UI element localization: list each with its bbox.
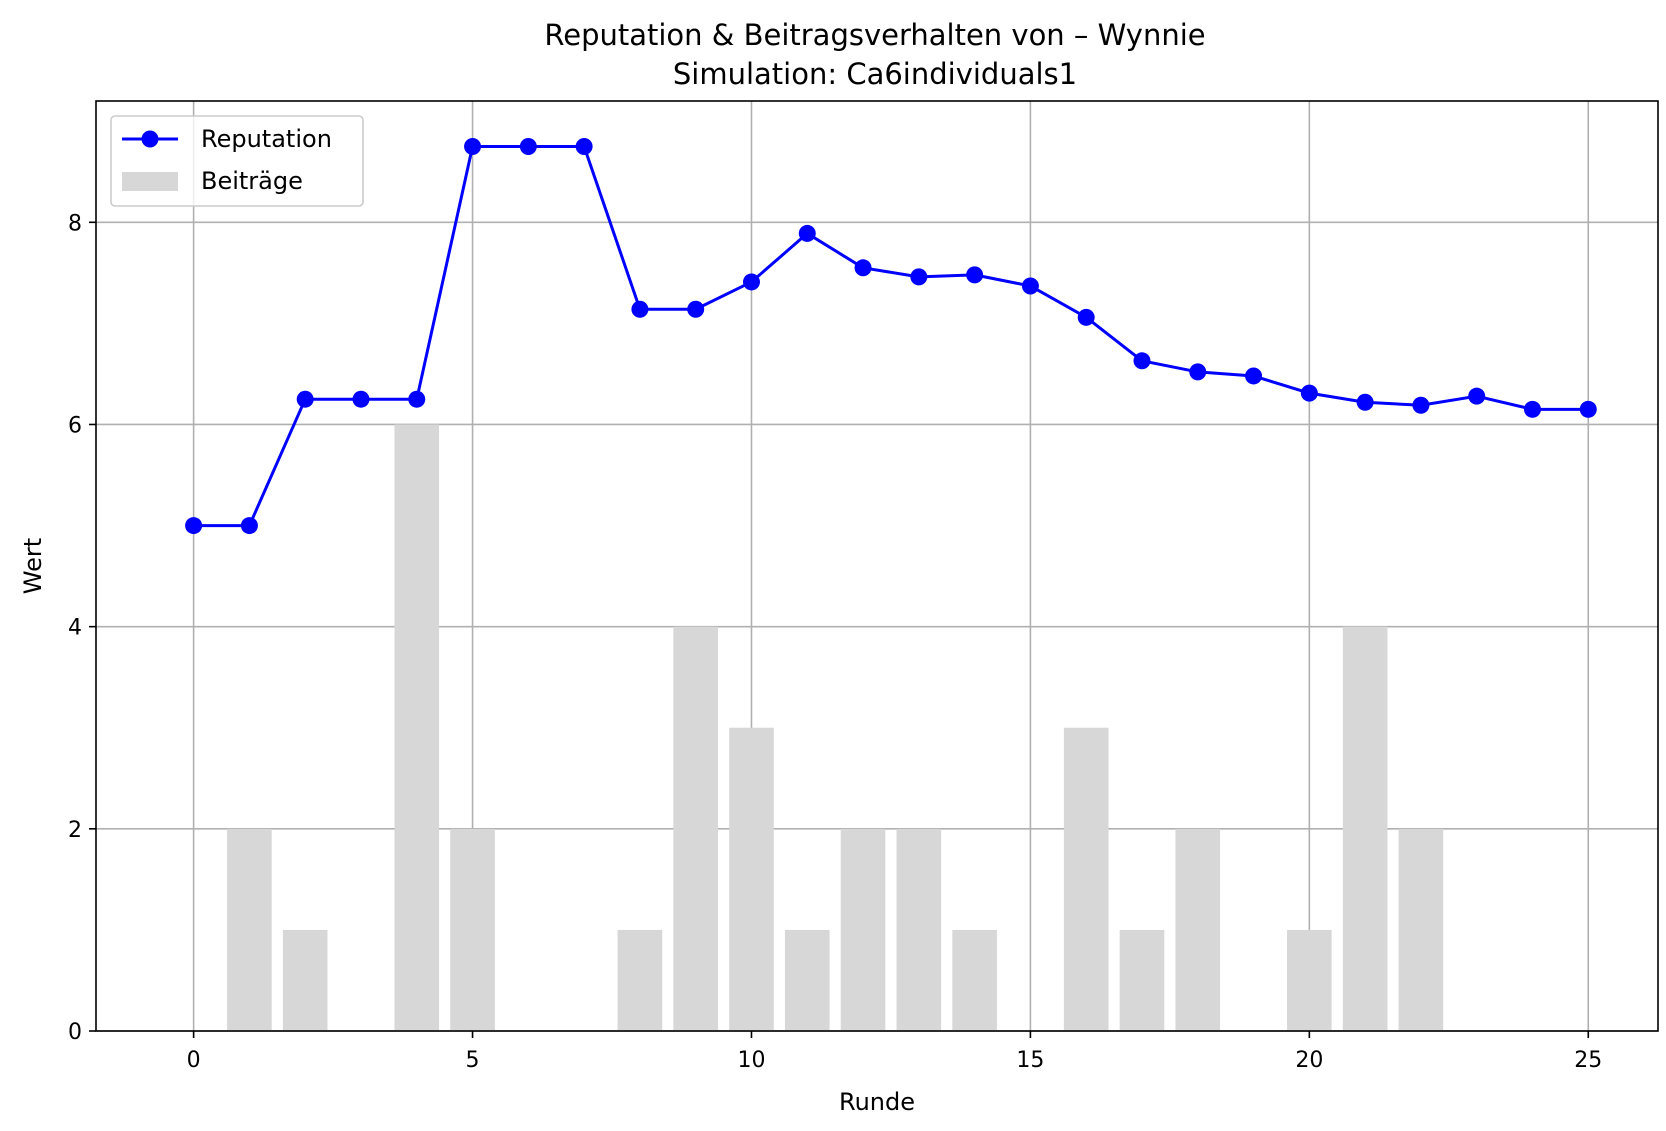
contribution-bar [1287, 929, 1332, 1031]
reputation-point [1468, 387, 1486, 405]
reputation-point [296, 390, 314, 408]
contribution-bar [1063, 727, 1109, 1031]
contribution-bar [1398, 828, 1444, 1031]
reputation-point [1356, 393, 1374, 411]
reputation-point [519, 137, 537, 155]
plot-frame [95, 100, 1659, 1032]
x-tick-label: 0 [187, 1048, 201, 1073]
reputation-point [966, 266, 984, 284]
contribution-bar [1342, 626, 1388, 1031]
contribution-bar [450, 828, 495, 1031]
reputation-point [464, 137, 482, 155]
y-axis-label: Wert [19, 538, 47, 594]
x-tick-label: 20 [1295, 1048, 1323, 1073]
reputation-point [854, 259, 872, 277]
contribution-bar [673, 626, 719, 1031]
reputation-series [185, 137, 1597, 535]
reputation-point [1077, 308, 1095, 326]
reputation-point [1021, 277, 1039, 295]
y-tick-label: 4 [68, 616, 82, 641]
contribution-bar [840, 828, 886, 1031]
contribution-bar [1175, 828, 1221, 1031]
y-tick-label: 6 [68, 413, 82, 438]
contribution-bars [227, 424, 1444, 1031]
reputation-point [1189, 363, 1207, 381]
reputation-point [1245, 367, 1263, 385]
reputation-point [240, 517, 258, 535]
reputation-point [798, 224, 816, 242]
x-axis-label: Runde [839, 1088, 915, 1116]
reputation-point [631, 300, 649, 318]
x-tick-label: 25 [1574, 1048, 1602, 1073]
reputation-point [408, 390, 426, 408]
contribution-bar [784, 929, 830, 1031]
reputation-point [687, 300, 705, 318]
x-tick-label: 5 [466, 1048, 480, 1073]
reputation-point [1133, 352, 1151, 370]
reputation-point [1579, 400, 1597, 418]
reputation-point [910, 268, 928, 286]
contribution-bar [1119, 929, 1165, 1031]
x-tick-label: 10 [737, 1048, 765, 1073]
legend-beitraege-label: Beiträge [201, 167, 303, 195]
reputation-point [185, 517, 203, 535]
axis-ticks: 0 5 10 15 20 25 0 2 4 6 8 [68, 211, 1602, 1073]
legend-reputation-marker [141, 130, 159, 148]
reputation-point [352, 390, 370, 408]
reputation-point [575, 137, 593, 155]
chart-subtitle: Simulation: Ca6individuals1 [673, 57, 1077, 91]
reputation-point [1412, 396, 1430, 414]
y-tick-label: 0 [68, 1020, 82, 1045]
contribution-bar [896, 828, 942, 1031]
contribution-bar [227, 828, 272, 1031]
reputation-line [193, 144, 1589, 528]
reputation-point [1523, 400, 1541, 418]
reputation-point [1300, 384, 1318, 402]
y-tick-label: 8 [68, 211, 82, 236]
contribution-bar [394, 424, 440, 1031]
contribution-bar [282, 929, 328, 1031]
contribution-bar [952, 929, 997, 1031]
chart-title: Reputation & Beitragsverhalten von – Wyn… [544, 18, 1205, 52]
legend: Reputation Beiträge [110, 115, 364, 207]
y-tick-label: 2 [68, 818, 82, 843]
legend-beitraege-swatch [122, 172, 178, 191]
contribution-bar [617, 929, 663, 1031]
reputation-point [742, 273, 760, 291]
legend-reputation-label: Reputation [201, 125, 332, 153]
contribution-bar [729, 727, 774, 1031]
x-tick-label: 15 [1016, 1048, 1044, 1073]
